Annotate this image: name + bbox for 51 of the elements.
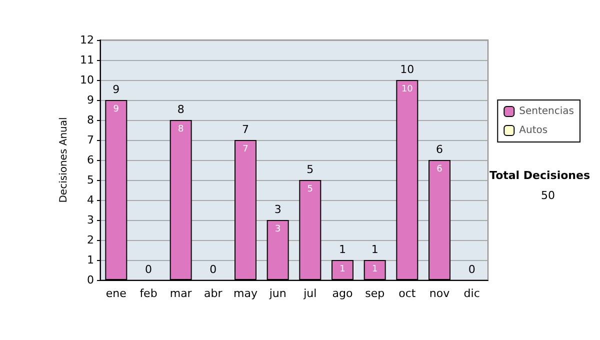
total-label: 5 (306, 163, 314, 176)
total-label: 1 (371, 243, 378, 256)
data-label: 9 (113, 104, 120, 114)
text: Total Decisiones (490, 169, 590, 182)
total-label: 9 (112, 83, 120, 96)
total-label: 8 (177, 103, 184, 116)
x-tick-label: jul (302, 287, 317, 300)
x-tick-label: feb (140, 287, 158, 300)
text: 50 (541, 189, 556, 202)
y-tick-label: 9 (87, 94, 94, 106)
x-tick-label: abr (204, 287, 223, 300)
data-label: 8 (178, 124, 184, 134)
data-label: 7 (242, 144, 248, 154)
y-tick-label: 12 (80, 34, 94, 46)
y-tick-label: 10 (80, 74, 94, 86)
total-label: 3 (274, 203, 282, 216)
data-label: 10 (401, 84, 414, 94)
x-tick-label: ago (332, 287, 353, 300)
total-label: 0 (145, 263, 152, 276)
x-tick-label: nov (429, 287, 450, 300)
x-tick-label: may (234, 287, 258, 300)
y-tick-label: 6 (87, 154, 94, 166)
y-tick-label: 2 (87, 234, 94, 246)
x-tick-label: oct (398, 287, 416, 300)
y-tick-label: 0 (87, 274, 94, 286)
total-label: 1 (339, 243, 346, 256)
x-tick-label: ene (106, 287, 127, 300)
total-label: 0 (210, 263, 217, 276)
legend-label: Sentencias (519, 106, 574, 117)
total-label: 7 (242, 123, 249, 136)
y-axis-title: Decisiones Anual (58, 117, 70, 203)
x-tick-label: dic (464, 287, 480, 300)
total-label: 6 (436, 143, 443, 156)
data-label: 6 (436, 164, 443, 174)
y-tick-label: 11 (80, 54, 94, 66)
legend-label: Autos (519, 125, 548, 136)
x-tick-label: jun (268, 287, 286, 300)
y-tick-label: 5 (87, 174, 94, 186)
y-tick-label: 3 (87, 214, 94, 226)
y-tick-label: 8 (87, 114, 94, 126)
data-label: 1 (372, 264, 378, 274)
y-tick-label: 7 (87, 134, 94, 146)
y-tick-label: 1 (87, 254, 94, 266)
total-label: 0 (468, 263, 476, 276)
total-label: 10 (400, 63, 414, 76)
y-tick-label: 4 (87, 194, 94, 206)
x-tick-label: mar (170, 287, 192, 300)
data-label: 1 (340, 264, 346, 274)
x-tick-label: sep (365, 287, 385, 300)
data-label: 5 (307, 184, 314, 194)
data-label: 3 (274, 224, 281, 234)
